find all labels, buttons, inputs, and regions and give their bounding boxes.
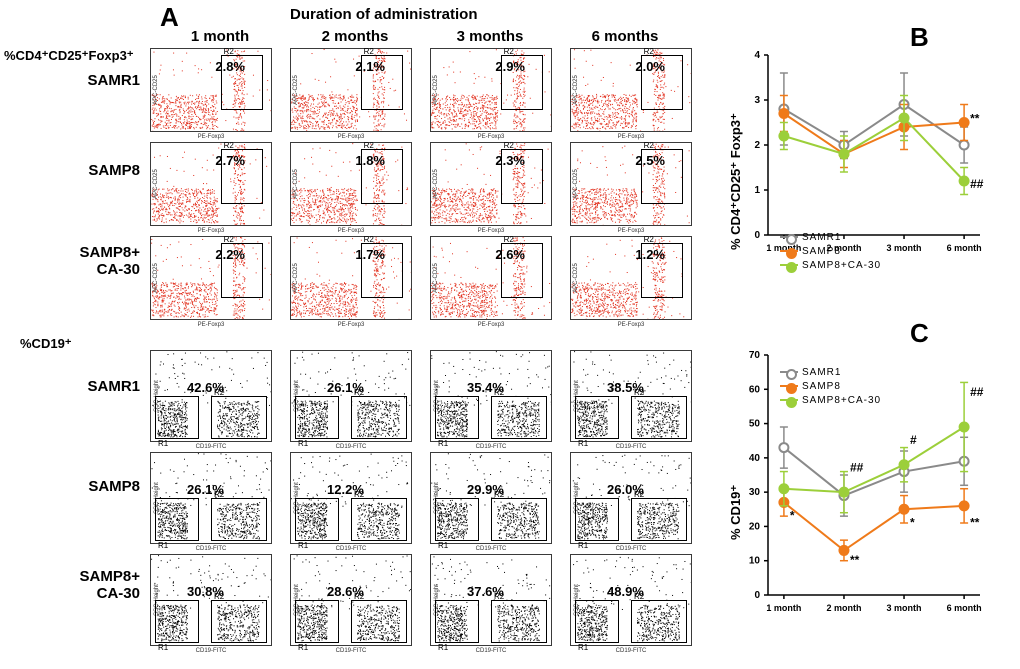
facs-plot: APC-CD25PE-Foxp3R22.6% bbox=[430, 236, 552, 320]
marker-cd4-label: %CD4⁺CD25⁺Foxp3⁺ bbox=[4, 48, 134, 64]
chart-b-ylabel: % CD4⁺CD25⁺ Foxp3⁺ bbox=[728, 113, 744, 250]
facs-plot: SSC-HeightCD19-FITCR1R212.2% bbox=[290, 452, 412, 544]
facs-plot: APC-CD25PE-Foxp3R22.9% bbox=[430, 48, 552, 132]
facs-plot: SSC-HeightCD19-FITCR1R228.6% bbox=[290, 554, 412, 646]
row-samr1-top: SAMR1 bbox=[60, 72, 140, 89]
row-samp8-top: SAMP8 bbox=[60, 162, 140, 179]
col-2months: 2 months bbox=[305, 28, 405, 45]
facs-plot: SSC-HeightCD19-FITCR1R226.1% bbox=[290, 350, 412, 442]
facs-plot: APC-CD25PE-Foxp3R22.2% bbox=[150, 236, 272, 320]
facs-plot: APC-CD25PE-Foxp3R22.5% bbox=[570, 142, 692, 226]
facs-plot: APC-CD25PE-Foxp3R22.3% bbox=[430, 142, 552, 226]
facs-plot: APC-CD25PE-Foxp3R22.7% bbox=[150, 142, 272, 226]
facs-plot: APC-CD25PE-Foxp3R22.0% bbox=[570, 48, 692, 132]
chart-c-legend: SAMR1SAMP8SAMP8+CA-30 bbox=[780, 365, 881, 407]
col-1month: 1 month bbox=[170, 28, 270, 45]
facs-plot: APC-CD25PE-Foxp3R22.8% bbox=[150, 48, 272, 132]
facs-plot: APC-CD25PE-Foxp3R21.8% bbox=[290, 142, 412, 226]
chart-b-legend: SAMR1SAMP8SAMP8+CA-30 bbox=[780, 230, 881, 272]
facs-plot: SSC-HeightCD19-FITCR1R226.0% bbox=[570, 452, 692, 544]
col-6months: 6 months bbox=[575, 28, 675, 45]
marker-cd19-label: %CD19⁺ bbox=[20, 336, 72, 352]
facs-plot: APC-CD25PE-Foxp3R22.1% bbox=[290, 48, 412, 132]
facs-plot: SSC-HeightCD19-FITCR1R229.9% bbox=[430, 452, 552, 544]
row-samp8ca30-bot: SAMP8+ CA-30 bbox=[60, 568, 140, 602]
chart-b: % CD4⁺CD25⁺ Foxp3⁺ 012341 month2 month3 … bbox=[720, 40, 1000, 290]
facs-plot: SSC-HeightCD19-FITCR1R226.1% bbox=[150, 452, 272, 544]
chart-c: % CD19⁺ 0102030405060701 month2 month3 m… bbox=[720, 340, 1000, 650]
facs-plot: SSC-HeightCD19-FITCR1R238.5% bbox=[570, 350, 692, 442]
facs-plot: SSC-HeightCD19-FITCR1R242.6% bbox=[150, 350, 272, 442]
facs-plot: SSC-HeightCD19-FITCR1R237.6% bbox=[430, 554, 552, 646]
facs-plot: SSC-HeightCD19-FITCR1R230.8% bbox=[150, 554, 272, 646]
row-samp8ca30-top: SAMP8+ CA-30 bbox=[60, 244, 140, 278]
facs-plot: SSC-HeightCD19-FITCR1R248.9% bbox=[570, 554, 692, 646]
facs-plot: SSC-HeightCD19-FITCR1R235.4% bbox=[430, 350, 552, 442]
row-samp8-bot: SAMP8 bbox=[60, 478, 140, 495]
col-3months: 3 months bbox=[440, 28, 540, 45]
row-samr1-bot: SAMR1 bbox=[60, 378, 140, 395]
duration-header: Duration of administration bbox=[290, 6, 478, 23]
figure-root: A B C Duration of administration 1 month… bbox=[0, 0, 1020, 669]
chart-c-ylabel: % CD19⁺ bbox=[728, 485, 744, 540]
facs-plot: APC-CD25PE-Foxp3R21.2% bbox=[570, 236, 692, 320]
facs-plot: APC-CD25PE-Foxp3R21.7% bbox=[290, 236, 412, 320]
